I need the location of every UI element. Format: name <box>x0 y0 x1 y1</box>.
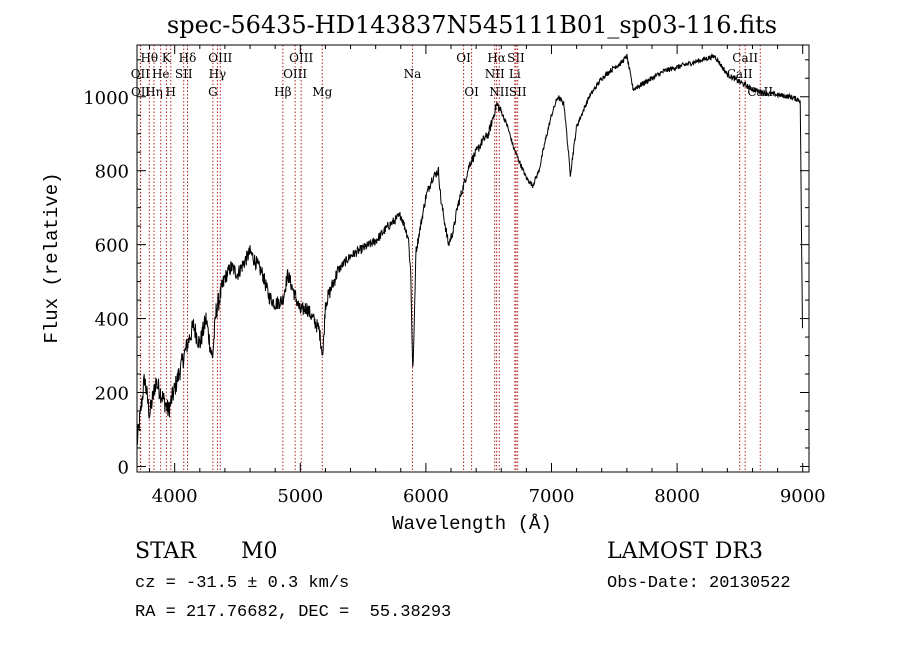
survey-name: LAMOST DR3 <box>607 539 763 564</box>
observation-date: Obs-Date: 20130522 <box>607 574 791 593</box>
line-marker-label: CaII <box>732 51 758 65</box>
line-marker-label: NII <box>489 85 509 99</box>
x-tick-label: 8000 <box>654 486 700 507</box>
x-tick-label: 9000 <box>780 486 826 507</box>
y-tick-label: 1000 <box>83 88 129 109</box>
line-marker-label: Hγ <box>209 67 227 81</box>
line-marker-label: OIII <box>289 51 313 65</box>
line-marker-label: Na <box>404 67 422 81</box>
x-axis-label: Wavelength (Å) <box>392 513 552 535</box>
y-axis: 0 200 400 600 800 1000 <box>83 59 809 478</box>
redshift-velocity: cz = -31.5 ± 0.3 km/s <box>135 574 350 593</box>
x-tick-label: 6000 <box>403 486 449 507</box>
line-marker-label: Mg <box>312 85 332 99</box>
chart-title: spec-56435-HD143837N545111B01_sp03-116.f… <box>167 11 777 39</box>
line-marker-label: SII <box>175 67 193 81</box>
line-marker-label: G <box>208 85 218 99</box>
y-tick-label: 400 <box>95 310 129 331</box>
x-tick-label: 5000 <box>277 486 323 507</box>
y-axis-label: Flux (relative) <box>41 172 63 343</box>
line-marker-label: H <box>166 85 176 99</box>
plot-frame <box>136 44 810 473</box>
line-marker-label: OI <box>456 51 471 65</box>
spectrum-layer <box>136 53 803 445</box>
x-axis: 4000 5000 6000 7000 8000 9000 <box>149 45 826 507</box>
line-marker-label: Hα <box>487 51 506 65</box>
line-marker-label: OIII <box>208 51 232 65</box>
y-tick-label: 600 <box>95 236 129 257</box>
line-marker-label: Hβ <box>274 85 291 99</box>
line-marker-label: NII <box>485 67 505 81</box>
line-marker-label: SII <box>509 85 527 99</box>
y-tick-label: 200 <box>95 384 129 405</box>
line-marker-label: SII <box>507 51 525 65</box>
line-marker-label: Li <box>509 67 521 81</box>
line-marker-label: Hθ <box>140 51 158 65</box>
y-tick-label: 800 <box>95 162 129 183</box>
spectrum-line <box>136 53 803 445</box>
coordinates: RA = 217.76682, DEC = 55.38293 <box>135 603 452 622</box>
line-marker-label: He <box>152 67 170 81</box>
line-marker-label: OI <box>464 85 479 99</box>
x-tick-label: 7000 <box>529 486 575 507</box>
object-subclass: M0 <box>241 539 278 564</box>
y-tick-label: 0 <box>118 457 129 478</box>
line-marker-label: CaII <box>727 67 753 81</box>
x-tick-label: 4000 <box>152 486 198 507</box>
line-marker-label: Hη <box>145 85 163 99</box>
line-marker-label: OII <box>131 85 151 99</box>
line-marker-label: OIII <box>283 67 307 81</box>
line-marker-label: K <box>162 51 172 65</box>
object-class: STAR <box>135 539 196 564</box>
line-marker-label: Hδ <box>179 51 197 65</box>
